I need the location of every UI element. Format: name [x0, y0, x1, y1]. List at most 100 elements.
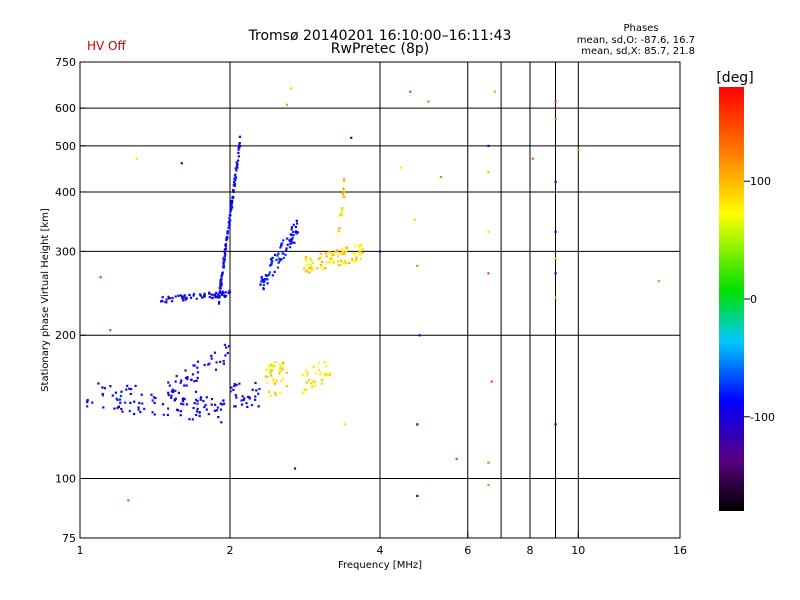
echo-point	[273, 382, 277, 385]
echo-point	[205, 396, 208, 399]
echo-point	[167, 407, 170, 410]
echo-point	[343, 178, 346, 181]
echo-point	[254, 381, 257, 384]
echo-point	[188, 418, 191, 421]
echo-point	[358, 246, 361, 249]
echo-point	[234, 178, 237, 181]
echo-point	[196, 399, 199, 402]
echo-point	[269, 371, 272, 374]
echo-point	[327, 261, 331, 264]
echo-point	[352, 252, 355, 255]
echo-point	[233, 405, 236, 408]
echo-point	[237, 148, 240, 151]
echo-point	[317, 369, 320, 372]
echo-point	[167, 391, 170, 394]
echo-point	[208, 296, 211, 299]
echo-point	[199, 398, 202, 401]
echo-point	[170, 390, 173, 393]
echo-point	[320, 260, 324, 263]
y-tick-label: 75	[62, 532, 76, 545]
echo-point	[258, 387, 261, 391]
echo-point	[343, 191, 346, 194]
echo-point	[138, 402, 141, 405]
echo-point	[248, 397, 251, 400]
echo-point	[217, 416, 220, 419]
echo-point	[325, 261, 328, 264]
echo-point	[210, 357, 213, 360]
echo-point	[312, 365, 315, 368]
data-points	[86, 87, 660, 502]
echo-point	[204, 403, 207, 407]
echo-point	[180, 379, 183, 382]
echo-point	[217, 293, 220, 296]
echo-point	[182, 299, 185, 302]
echo-point	[184, 298, 187, 301]
echo-point	[170, 394, 173, 397]
echo-point	[246, 395, 250, 398]
echo-point	[139, 410, 142, 414]
echo-point	[331, 254, 334, 257]
echo-point	[120, 407, 123, 411]
echo-point	[266, 375, 269, 379]
echo-point	[331, 260, 334, 263]
echo-point	[267, 273, 271, 276]
echo-point	[341, 209, 344, 212]
echo-point	[409, 90, 412, 93]
echo-point	[322, 268, 325, 271]
echo-point	[186, 377, 189, 381]
echo-point	[234, 173, 237, 176]
echo-point	[238, 142, 241, 145]
echo-point	[217, 302, 221, 305]
echo-point	[271, 260, 274, 263]
echo-point	[341, 207, 344, 210]
echo-point	[188, 293, 191, 297]
echo-point	[355, 258, 358, 261]
echo-point	[282, 361, 285, 364]
echo-point	[172, 390, 175, 393]
echo-point	[151, 411, 154, 414]
echo-point	[285, 371, 288, 374]
echo-point	[129, 392, 132, 396]
echo-point	[319, 252, 322, 255]
echo-point	[215, 409, 218, 412]
y-tick-label: 500	[55, 140, 76, 153]
echo-point	[237, 151, 240, 154]
echo-point	[314, 384, 317, 387]
echo-point	[237, 146, 240, 149]
echo-point	[223, 295, 226, 298]
echo-point	[317, 258, 320, 261]
echo-point	[554, 117, 557, 120]
echo-point	[190, 378, 193, 381]
echo-point	[337, 254, 340, 258]
echo-point	[305, 381, 308, 384]
echo-point	[203, 295, 206, 298]
echo-point	[291, 236, 294, 239]
echo-point	[324, 267, 327, 270]
echo-point	[203, 406, 206, 409]
echo-point	[293, 241, 296, 244]
echo-point	[291, 238, 294, 241]
echo-point	[359, 257, 362, 260]
echo-point	[354, 244, 357, 248]
echo-point	[341, 195, 344, 198]
echo-point	[191, 418, 194, 421]
echo-point	[270, 368, 273, 372]
echo-point	[337, 229, 340, 232]
echo-point	[229, 390, 232, 393]
echo-point	[323, 374, 326, 377]
echo-point	[191, 373, 195, 376]
echo-point	[216, 406, 219, 409]
echo-point	[304, 256, 307, 259]
colorbar-label: [deg]	[716, 70, 753, 86]
echo-point	[290, 226, 294, 229]
echo-point	[278, 370, 281, 373]
echo-point	[223, 260, 226, 263]
echo-point	[554, 180, 557, 184]
echo-point	[295, 219, 298, 222]
echo-point	[196, 402, 199, 405]
echo-point	[289, 87, 293, 90]
echo-point	[220, 277, 223, 280]
echo-point	[269, 369, 272, 372]
echo-point	[233, 383, 236, 386]
